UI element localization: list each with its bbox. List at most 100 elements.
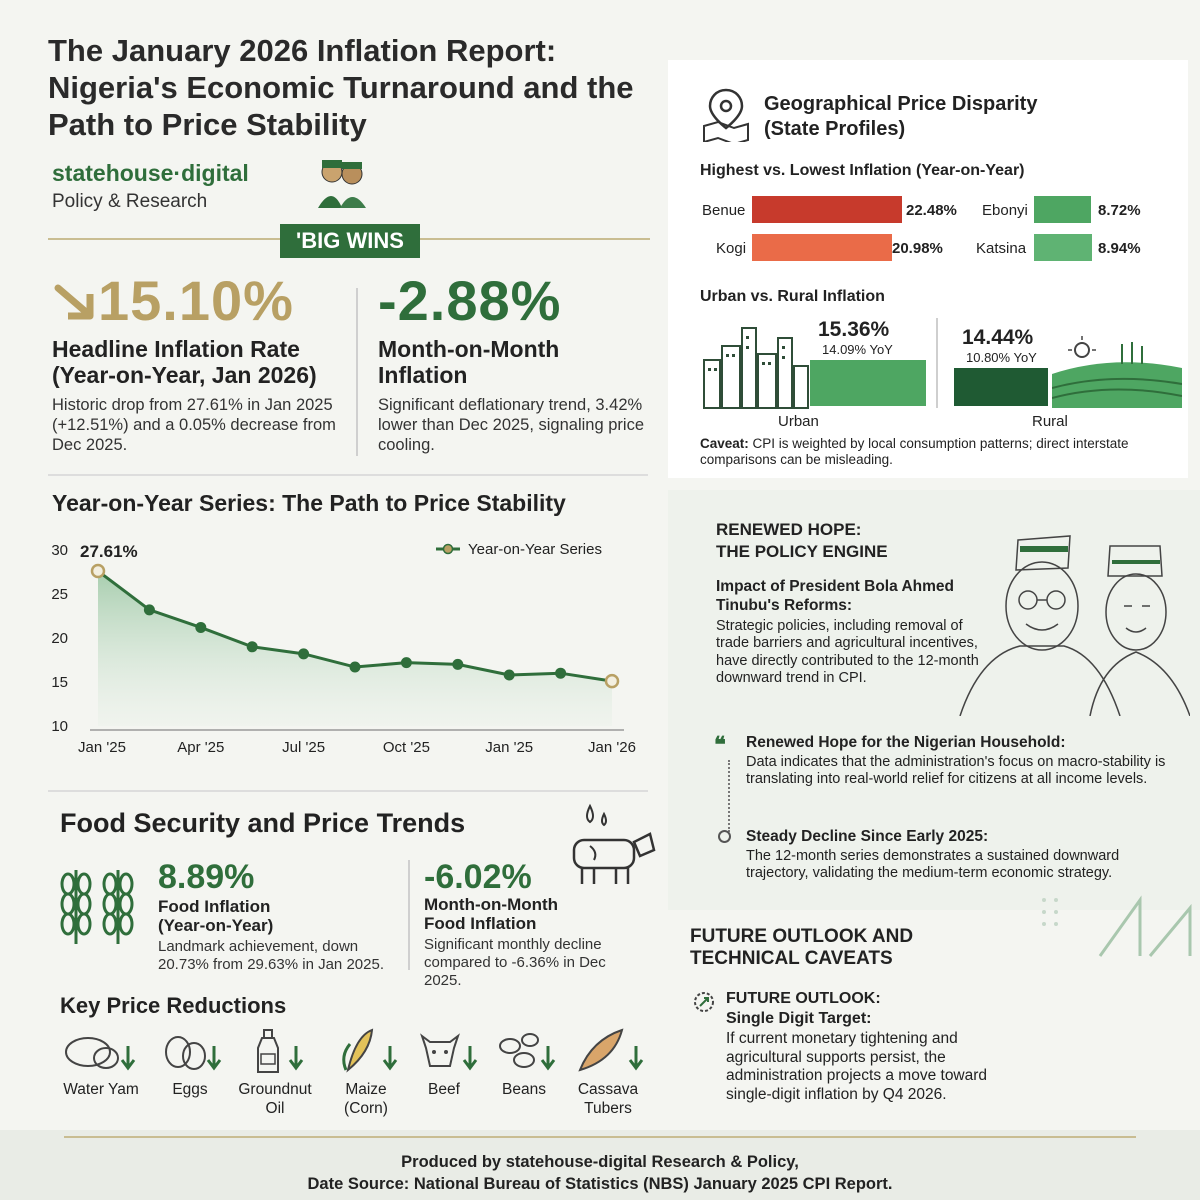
mom-inflation-value: -2.88% — [378, 269, 562, 332]
reduction-label: Groundnut Oil — [238, 1081, 312, 1117]
series-point — [555, 667, 567, 679]
rural-label: Rural — [1032, 413, 1068, 430]
state-label: Kogi — [716, 240, 747, 257]
policy-title-2: THE POLICY ENGINE — [716, 542, 888, 561]
state-label: Katsina — [976, 240, 1027, 257]
page-title: The January 2026 Inflation Report: Niger… — [48, 33, 634, 143]
state-bar-kogi — [752, 234, 892, 261]
highest-lowest-title: Highest vs. Lowest Inflation (Year-on-Ye… — [700, 162, 1025, 179]
mom-inflation-title: Month-on-Month Inflation — [378, 336, 560, 389]
hope-desc: Data indicates that the administration's… — [746, 754, 1166, 788]
cow-icon — [420, 1033, 478, 1071]
caveat-body: CPI is weighted by local consumption pat… — [700, 436, 1129, 468]
reduction-label: Water Yam — [63, 1081, 139, 1098]
reduction-item: Water Yam — [56, 1026, 146, 1100]
y-tick-label: 20 — [51, 630, 68, 647]
series-point — [604, 673, 620, 689]
headline-inflation-desc: Historic drop from 27.61% in Jan 2025 (+… — [52, 396, 336, 454]
cow-milk-icon — [572, 803, 656, 884]
ur-separator — [936, 318, 938, 408]
food-yoy-value: 8.89% — [158, 858, 255, 896]
legend-marker — [442, 543, 454, 555]
state-label: Benue — [702, 202, 746, 219]
rural-yoy: 10.80% YoY — [966, 350, 1037, 365]
series-point — [143, 604, 155, 616]
urban-label: Urban — [778, 413, 819, 430]
footer — [0, 1130, 1200, 1200]
series-title: Year-on-Year Series: The Path to Price S… — [52, 490, 566, 516]
down-arrow-icon — [54, 284, 94, 320]
food-yoy-desc: Landmark achievement, down 20.73% from 2… — [158, 938, 384, 973]
timeline-line — [728, 760, 730, 832]
rural-bar — [954, 368, 1048, 406]
timeline-dot-icon — [718, 830, 731, 843]
policy-title-1: RENEWED HOPE: — [716, 520, 862, 539]
series-area — [98, 571, 612, 726]
urban-value: 15.36% — [818, 318, 890, 341]
state-bar-katsina — [1034, 234, 1093, 261]
series-point — [90, 563, 106, 579]
food-mom-value: -6.02% — [424, 858, 532, 896]
outlook-title-1: FUTURE OUTLOOK AND — [690, 926, 914, 947]
hope-title: Renewed Hope for the Nigerian Household: — [746, 734, 1066, 751]
reduction-label: Beef — [428, 1081, 460, 1098]
series-point — [298, 648, 310, 660]
decline-desc: The 12-month series demonstrates a susta… — [746, 848, 1120, 882]
series-top-divider — [48, 474, 648, 476]
y-tick-label: 15 — [51, 674, 68, 691]
state-bar-benue — [752, 196, 902, 223]
rural-value: 14.44% — [962, 326, 1034, 349]
map-pin-icon — [703, 88, 749, 142]
headline-inflation-value: 15.10% — [98, 269, 294, 332]
series-point — [195, 621, 207, 633]
food-section-title: Food Security and Price Trends — [60, 808, 466, 838]
outlook-sub-2: Single Digit Target: — [726, 1010, 872, 1027]
reduction-label: Maize (Corn) — [344, 1081, 388, 1117]
reduction-item: Beef — [408, 1026, 480, 1100]
decline-title: Steady Decline Since Early 2025: — [746, 828, 989, 845]
x-tick-label: Jan '25 — [485, 739, 533, 756]
series-point — [349, 661, 361, 673]
food-separator — [408, 860, 410, 970]
brand-name: statehouse·digital — [52, 160, 249, 186]
series-point — [503, 669, 515, 681]
farm-fields-icon — [1052, 336, 1182, 408]
peak-data-label: 27.61% — [80, 542, 138, 561]
big-wins-badge: 'BIG WINS — [280, 224, 420, 258]
reduction-label: Cassava Tubers — [577, 1081, 639, 1117]
urban-bar — [810, 360, 926, 406]
reduction-label: Beans — [502, 1081, 546, 1098]
triangle-decoration-icon — [1042, 895, 1192, 957]
footer-line-2: Date Source: National Bureau of Statisti… — [307, 1175, 893, 1193]
outlook-desc: If current monetary tightening and agric… — [726, 1030, 988, 1103]
leaders-sketch-icon — [959, 535, 1190, 716]
caveat-text: Caveat: CPI is weighted by local consump… — [700, 436, 1170, 468]
beans-icon — [499, 1033, 556, 1071]
y-tick-label: 10 — [51, 718, 68, 735]
reduction-label: Eggs — [172, 1081, 208, 1098]
series-point — [400, 657, 412, 669]
x-tick-label: Jan '25 — [78, 739, 126, 756]
outlook-title-2: TECHNICAL CAVEATS — [690, 948, 893, 969]
egg-icon — [165, 1036, 222, 1071]
target-icon — [694, 992, 714, 1012]
reductions-title: Key Price Reductions — [60, 993, 287, 1018]
x-tick-label: Apr '25 — [177, 739, 224, 756]
yam-icon — [65, 1037, 136, 1071]
corn-icon — [342, 1028, 398, 1073]
y-tick-label: 25 — [51, 586, 68, 603]
legend-label: Year-on-Year Series — [468, 541, 602, 558]
footer-line-1: Produced by statehouse-digital Research … — [401, 1153, 799, 1171]
food-mom-desc: Significant monthly decline compared to … — [424, 936, 606, 989]
state-value: 22.48% — [906, 202, 957, 219]
impact-desc: Strategic policies, including removal of… — [716, 618, 979, 687]
caveat-label: Caveat: — [700, 436, 749, 451]
reduction-item: Eggs — [150, 1026, 230, 1100]
state-label: Ebonyi — [982, 202, 1028, 219]
food-mom-title: Month-on-Month Food Inflation — [424, 895, 559, 933]
wheat-icon — [60, 870, 134, 944]
food-yoy-title: Food Inflation (Year-on-Year) — [158, 897, 274, 935]
state-value: 8.94% — [1098, 240, 1141, 257]
impact-title: Impact of President Bola Ahmed Tinubu's … — [716, 578, 954, 614]
x-tick-label: Jul '25 — [282, 739, 325, 756]
